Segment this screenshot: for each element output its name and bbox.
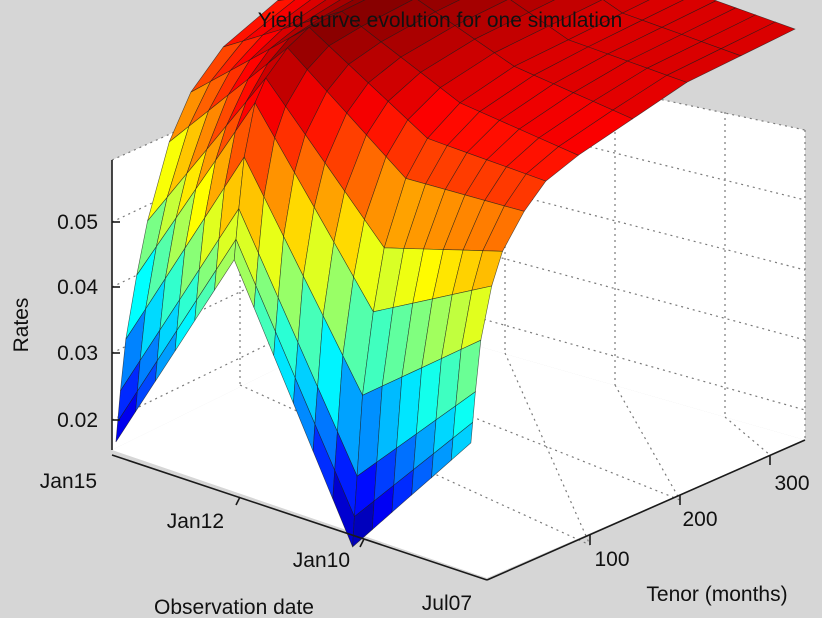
grid-floor-3 [504, 352, 591, 546]
grid-floor-4 [614, 384, 681, 501]
tenor-axis-label: Tenor (months) [646, 583, 787, 606]
date-axis-label: Observation date [154, 596, 314, 618]
tenor-tick-label-200: 200 [682, 508, 717, 531]
box-top-left [111, 39, 381, 161]
tenor-tick-label-300: 300 [774, 472, 809, 495]
z-tick-label-005: 0.05 [57, 211, 98, 234]
axes-lines [111, 160, 806, 581]
date-tick-label-jan12: Jan12 [167, 510, 224, 533]
date-tick-1 [235, 496, 241, 506]
z-tick-label-004: 0.04 [57, 276, 98, 299]
date-tick-label-jul07: Jul07 [422, 592, 472, 615]
date-tick-2 [359, 538, 365, 548]
tenor-tick-label-100: 100 [594, 548, 629, 571]
z-tick-label-003: 0.03 [57, 342, 98, 365]
date-tick-label-jan15: Jan15 [40, 470, 97, 493]
surface-patch [277, 0, 285, 1]
tenor-axis-line [486, 439, 806, 581]
grid-z-left-1 [111, 289, 381, 421]
date-axis-line [111, 454, 488, 581]
chart-title: Yield curve evolution for one simulation [258, 9, 623, 32]
grid-floor-5 [724, 416, 771, 456]
z-axis-label: Rates [10, 298, 33, 353]
surface-plot [115, 0, 796, 548]
z-tick-label-002: 0.02 [57, 409, 98, 432]
surface-patch [450, 421, 474, 461]
date-tick-label-jan10: Jan10 [293, 549, 350, 572]
